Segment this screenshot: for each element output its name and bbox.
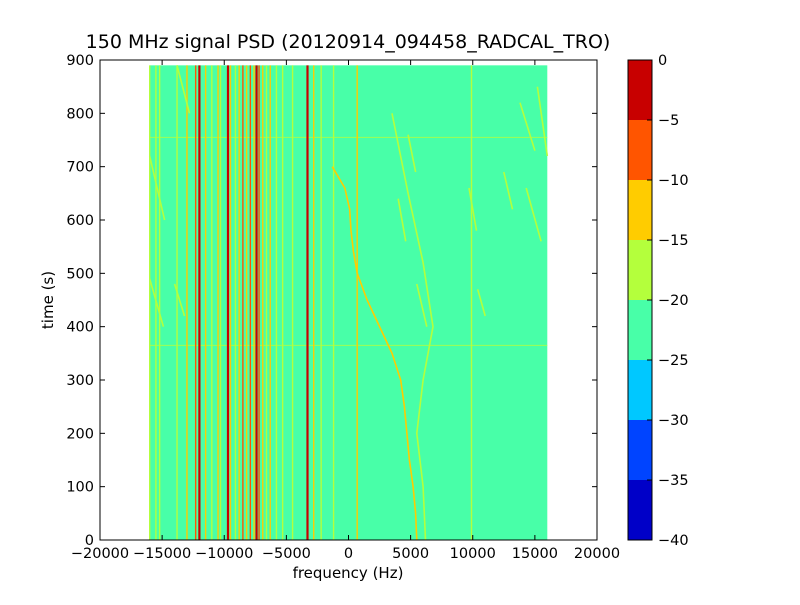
drift-trace <box>331 166 418 541</box>
drift-trace <box>407 134 417 173</box>
drift-trace <box>148 155 166 221</box>
y-tick-label: 500 <box>66 266 94 282</box>
x-tick-label: 15000 <box>512 546 558 562</box>
colorbar-band <box>628 480 652 540</box>
y-tick-label: 300 <box>66 373 94 389</box>
plot-area: −20000 −15000 −10000 −5000 0 5000 10000 15000 20… <box>66 53 620 562</box>
x-tick-label: −15000 <box>133 546 191 562</box>
x-axis-label: frequency (Hz) <box>293 564 404 582</box>
x-tick-label: 20000 <box>574 546 620 562</box>
x-tick-label: 10000 <box>450 546 496 562</box>
y-tick-label: 100 <box>66 480 94 496</box>
x-tick-label: −5000 <box>262 546 311 562</box>
colorbar-tick-label: −15 <box>658 233 689 249</box>
drift-trace <box>476 289 486 317</box>
y-tick-label: 600 <box>66 213 94 229</box>
colorbar-band <box>628 120 652 180</box>
y-tick-label: 700 <box>66 160 94 176</box>
colorbar-band <box>628 240 652 300</box>
x-tick-label: 0 <box>344 546 353 562</box>
spectrogram-field <box>149 65 548 540</box>
y-tick-label: 0 <box>85 533 94 549</box>
x-tick-label: −10000 <box>195 546 253 562</box>
x-tick-label: −20000 <box>71 546 129 562</box>
colorbar-band <box>628 360 652 420</box>
colorbar-band <box>628 60 652 120</box>
colorbar-tick-label: −5 <box>658 113 679 129</box>
chart-title: 150 MHz signal PSD (20120914_094458_RADC… <box>86 31 611 53</box>
drift-trace <box>173 283 186 317</box>
y-tick-label: 900 <box>66 53 94 69</box>
colorbar-tick-label: −40 <box>658 533 689 549</box>
drift-trace <box>416 283 428 327</box>
y-tick-label: 800 <box>66 106 94 122</box>
drift-trace <box>503 171 514 210</box>
drift-trace <box>391 113 434 541</box>
drift-trace <box>468 187 478 231</box>
colorbar: −40 −35 −30 −25 −20 −15 −10 −5 0 <box>627 53 689 549</box>
drift-trace <box>525 187 542 242</box>
y-tick-label: 400 <box>66 320 94 336</box>
y-tick-label: 200 <box>66 426 94 442</box>
colorbar-band <box>628 420 652 480</box>
drift-trace <box>397 198 407 242</box>
colorbar-tick-label: −10 <box>658 173 689 189</box>
drift-trace <box>536 86 549 157</box>
colorbar-tick-label: 0 <box>658 53 667 69</box>
drift-trace <box>148 278 165 327</box>
colorbar-tick-label: −20 <box>658 293 689 309</box>
y-axis-label: time (s) <box>39 271 57 329</box>
colorbar-band <box>628 180 652 240</box>
drift-trace <box>176 65 191 114</box>
colorbar-tick-label: −35 <box>658 473 689 489</box>
drift-trace <box>519 102 536 151</box>
x-tick-label: 5000 <box>392 546 429 562</box>
colorbar-tick-label: −30 <box>658 413 689 429</box>
colorbar-tick-label: −25 <box>658 353 689 369</box>
colorbar-band <box>628 300 652 360</box>
